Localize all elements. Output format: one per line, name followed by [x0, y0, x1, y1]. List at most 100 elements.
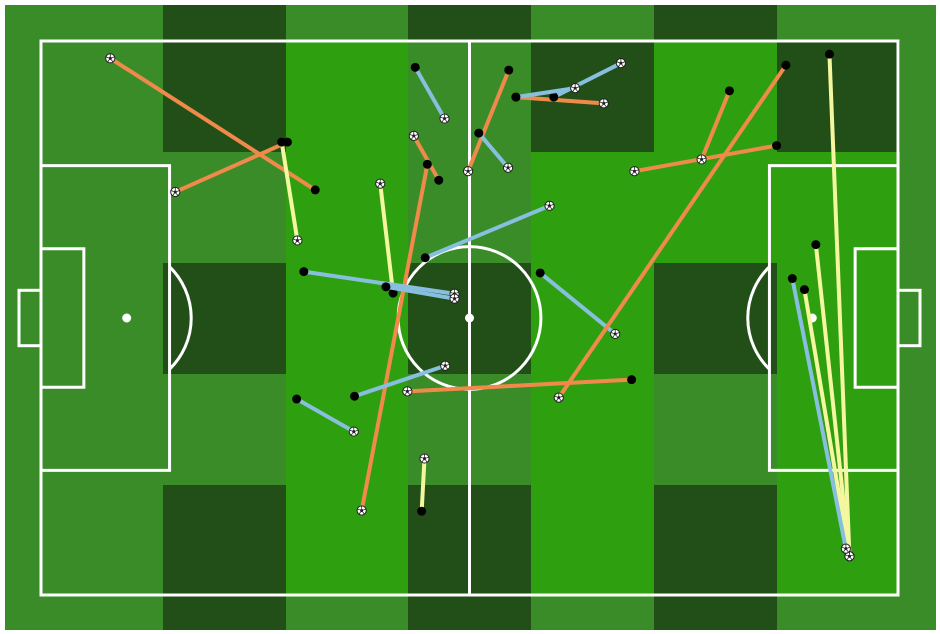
pass-origin-dot	[388, 288, 398, 298]
pass-line-yellow	[419, 456, 427, 514]
soccer-ball-icon	[502, 162, 514, 173]
pass-origin-dot	[781, 60, 791, 70]
soccer-ball-icon	[292, 235, 303, 246]
pass-end-markers	[105, 53, 855, 562]
pass-origin-dot	[381, 282, 391, 292]
soccer-ball-icon	[439, 113, 450, 124]
pass-line-orange	[359, 162, 430, 513]
pass-origin-dot	[292, 394, 302, 404]
grass-cell	[163, 597, 286, 630]
pass-origin-dot	[799, 285, 809, 295]
grass-cell	[5, 597, 163, 630]
pass-line-orange	[556, 63, 788, 400]
soccer-ball-icon	[629, 166, 640, 177]
left-penalty-spot	[122, 313, 132, 323]
pass-origin-dot	[410, 62, 420, 72]
pass-origin-dot	[724, 86, 734, 96]
soccer-ball-icon	[553, 392, 564, 403]
pass-origin-dot	[811, 240, 821, 250]
grass-cell	[777, 41, 900, 152]
pass-origin-dot	[787, 274, 797, 284]
soccer-ball-icon	[840, 543, 851, 554]
soccer-ball-icon	[449, 293, 460, 304]
pass-line-blue	[538, 270, 618, 336]
pass-line-blue	[423, 203, 552, 260]
grass-cell	[163, 5, 286, 41]
grass-cell	[286, 485, 408, 597]
grass-cell	[777, 5, 900, 41]
grass-cell	[900, 41, 936, 152]
left-goal	[17, 288, 43, 348]
soccer-ball-icon	[170, 186, 181, 198]
grass-cell	[5, 5, 163, 41]
pass-line-yellow	[827, 52, 852, 559]
grass-cell	[5, 485, 163, 597]
grass-cell	[654, 485, 777, 597]
grass-cell	[286, 5, 408, 41]
pass-origin-dot	[310, 185, 320, 195]
grass-cell	[654, 41, 777, 152]
grass-cell	[531, 5, 654, 41]
pass-line-orange	[108, 56, 318, 192]
pass-line-blue	[476, 131, 511, 170]
grass-cell	[531, 485, 654, 597]
grass-cell	[654, 374, 777, 485]
grass-cell	[408, 597, 531, 630]
pass-line-orange	[699, 88, 732, 162]
soccer-ball-icon	[462, 166, 474, 177]
pass-line-orange	[513, 95, 606, 106]
right-penalty-arc	[746, 265, 771, 371]
pass-line-blue	[413, 65, 447, 121]
soccer-ball-icon	[375, 178, 386, 189]
grass-cell	[286, 263, 408, 374]
grass-cell	[408, 5, 531, 41]
pass-origin-dot	[535, 268, 545, 278]
pass-lines	[108, 49, 852, 559]
pass-line-yellow	[279, 140, 300, 243]
grass-cell	[163, 263, 286, 374]
grass-cell	[900, 263, 936, 374]
pass-line-blue	[383, 284, 457, 301]
grass-cell	[654, 5, 777, 41]
pass-line-blue	[513, 86, 578, 100]
soccer-ball-icon	[696, 154, 707, 165]
pass-origin-dot	[549, 92, 559, 102]
soccer-ball-icon	[419, 453, 430, 464]
pass-line-blue	[294, 397, 356, 434]
pass-line-orange	[411, 133, 441, 183]
pass-line-orange	[173, 140, 290, 194]
pass-origin-dot	[422, 159, 432, 169]
soccer-ball-icon	[348, 426, 359, 437]
soccer-ball-icon	[598, 98, 609, 109]
pass-origin-dot	[627, 375, 637, 385]
pass-origin-dot	[350, 391, 360, 401]
grass-cell	[286, 152, 408, 263]
grass-cell	[5, 152, 163, 263]
pass-line-blue	[790, 276, 848, 551]
pass-origin-dot	[417, 506, 427, 516]
soccer-ball-icon	[402, 386, 413, 397]
grass-cell	[900, 597, 936, 630]
soccer-ball-icon	[544, 200, 555, 211]
grass-cell	[5, 374, 163, 485]
soccer-ball-icon	[570, 82, 581, 94]
pass-line-yellow	[813, 242, 852, 559]
pass-line-blue	[301, 269, 457, 296]
grass-cell	[286, 597, 408, 630]
pass-origin-dot	[277, 137, 287, 147]
grass-cell	[163, 41, 286, 152]
soccer-ball-icon	[356, 505, 367, 516]
grass-cell	[900, 152, 936, 263]
grass-cell	[654, 597, 777, 630]
soccer-ball-icon	[408, 130, 419, 141]
pass-origin-dot	[299, 267, 309, 277]
grass-cell	[163, 485, 286, 597]
pass-origin-dot	[772, 141, 782, 151]
pass-origin-dot	[420, 253, 430, 263]
grass-cell	[900, 374, 936, 485]
pass-line-yellow	[802, 287, 852, 559]
centre-spot	[465, 313, 474, 323]
soccer-ball-icon	[105, 53, 116, 64]
